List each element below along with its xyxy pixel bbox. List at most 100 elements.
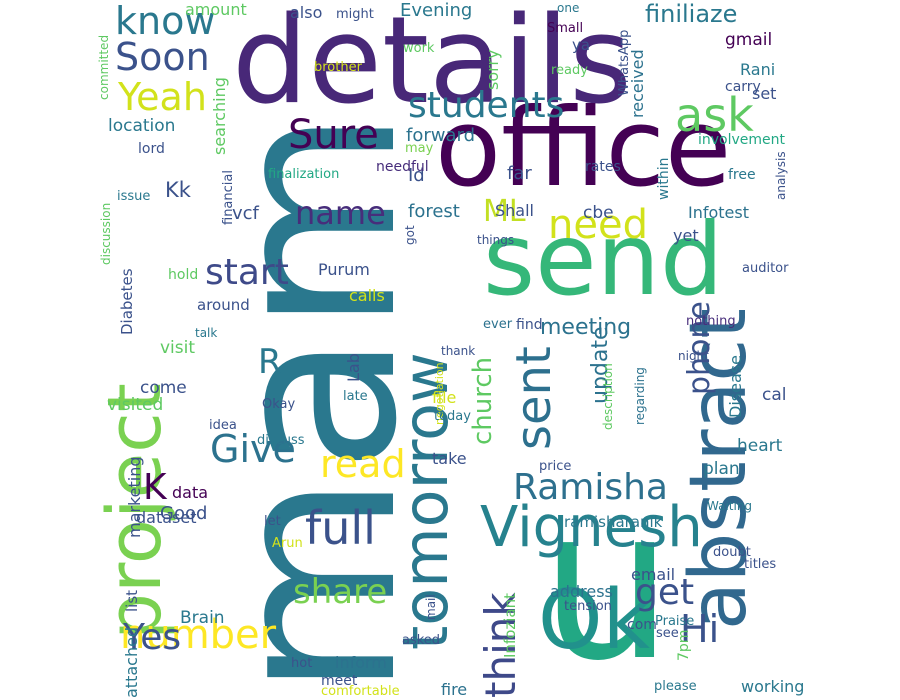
cloud-word: things (477, 233, 515, 247)
cloud-word: mail (424, 594, 438, 620)
cloud-word: Disease (726, 355, 745, 418)
cloud-word: WhatsApp (617, 29, 632, 96)
cloud-word: please (654, 679, 697, 694)
cloud-word: finiliaze (645, 0, 738, 28)
cloud-word: talk (195, 326, 218, 340)
cloud-word: 7pm (676, 629, 692, 661)
cloud-word: Vignesh (480, 495, 703, 560)
cloud-word: Lab (344, 353, 363, 382)
cloud-word: hold (168, 267, 199, 283)
cloud-word: nothing (686, 314, 736, 329)
cloud-word: cbe (583, 203, 614, 223)
cloud-word: Arun (272, 536, 303, 551)
cloud-word: address (550, 582, 613, 601)
cloud-word: discuss (257, 433, 305, 448)
cloud-word: committed (97, 34, 111, 100)
cloud-word: comfortable (321, 684, 400, 699)
cloud-word: students (408, 85, 565, 126)
cloud-word: cal (762, 385, 787, 405)
cloud-word: fire (441, 680, 468, 699)
cloud-word: details (232, 0, 632, 131)
cloud-word: visited (107, 395, 164, 415)
cloud-word: Rani (740, 60, 776, 79)
cloud-word: regarding (633, 367, 647, 425)
cloud-word: start (205, 252, 289, 293)
cloud-word: find (516, 317, 543, 333)
cloud-word: within (656, 157, 672, 200)
cloud-word: need (548, 202, 648, 248)
cloud-word: sorry (483, 49, 502, 90)
cloud-word: Shall (495, 201, 534, 220)
cloud-word: forest (408, 201, 460, 222)
cloud-word: dataset (136, 508, 197, 527)
cloud-word: thank (441, 344, 476, 358)
cloud-word: ever (483, 317, 513, 332)
cloud-word: file (432, 388, 457, 407)
cloud-word: might (336, 7, 374, 22)
cloud-word: titles (744, 557, 777, 572)
cloud-word: ready (551, 63, 588, 78)
cloud-word: church (468, 356, 498, 445)
cloud-word: Praise (655, 614, 695, 629)
cloud-word: set (752, 84, 777, 103)
cloud-word: far (507, 163, 532, 184)
cloud-word: one (557, 1, 580, 15)
cloud-word: heart (737, 436, 783, 456)
cloud-word: hot (291, 656, 313, 671)
cloud-word: meet (321, 673, 358, 689)
cloud-word: carry (725, 79, 761, 95)
cloud-word: rates (585, 159, 621, 175)
cloud-word: Ramisha (513, 467, 668, 508)
cloud-word: Ok (538, 573, 651, 668)
cloud-word: ya (572, 36, 591, 54)
cloud-word: brother (314, 60, 362, 75)
cloud-word: Waiting (707, 499, 753, 513)
cloud-word: price (539, 459, 572, 474)
cloud-word: list (123, 589, 141, 612)
cloud-word: also (290, 3, 323, 22)
cloud-word: needful (376, 159, 429, 175)
cloud-word: doubt (713, 545, 751, 560)
cloud-word: free (728, 167, 756, 183)
cloud-word: location (108, 116, 176, 136)
cloud-word: com (627, 617, 657, 633)
cloud-word: ramisharanik (564, 513, 663, 531)
cloud-word: Purum (318, 260, 370, 279)
cloud-word: today (434, 409, 471, 424)
cloud-word: night (678, 349, 709, 363)
cloud-word: received (628, 49, 647, 118)
cloud-word: Brain (180, 608, 225, 628)
cloud-word: analysis (774, 151, 788, 200)
cloud-word: get (635, 572, 695, 613)
cloud-word: working (741, 677, 805, 696)
cloud-word: Evening (400, 0, 473, 21)
cloud-word: share (293, 572, 388, 612)
cloud-word: see (656, 626, 679, 641)
cloud-word: Kk (165, 178, 191, 202)
cloud-word: discussion (99, 202, 113, 265)
cloud-word: data (172, 483, 209, 502)
cloud-word: K (143, 467, 167, 508)
cloud-word: Infoziant (501, 592, 519, 658)
cloud-word: Infotest (688, 203, 750, 222)
cloud-word: send (483, 201, 724, 318)
cloud-word: meeting (540, 315, 632, 340)
cloud-word: name (295, 194, 386, 232)
cloud-word: Hi (680, 607, 720, 651)
cloud-word: Small (547, 21, 584, 36)
cloud-word: plan (703, 459, 740, 479)
cloud-word: Diabetes (118, 268, 136, 335)
cloud-word: ask (675, 88, 754, 142)
cloud-word: gmail (725, 30, 773, 50)
cloud-word: full (305, 501, 376, 555)
cloud-word: issue (117, 189, 151, 204)
cloud-word: take (432, 449, 467, 468)
cloud-word: Id (408, 165, 425, 186)
cloud-word: inform (335, 653, 387, 672)
cloud-word: Give (210, 427, 296, 471)
cloud-word: late (343, 389, 368, 404)
cloud-word: let (264, 514, 281, 529)
cloud-word: finalization (268, 167, 340, 182)
cloud-word: idea (209, 418, 237, 433)
